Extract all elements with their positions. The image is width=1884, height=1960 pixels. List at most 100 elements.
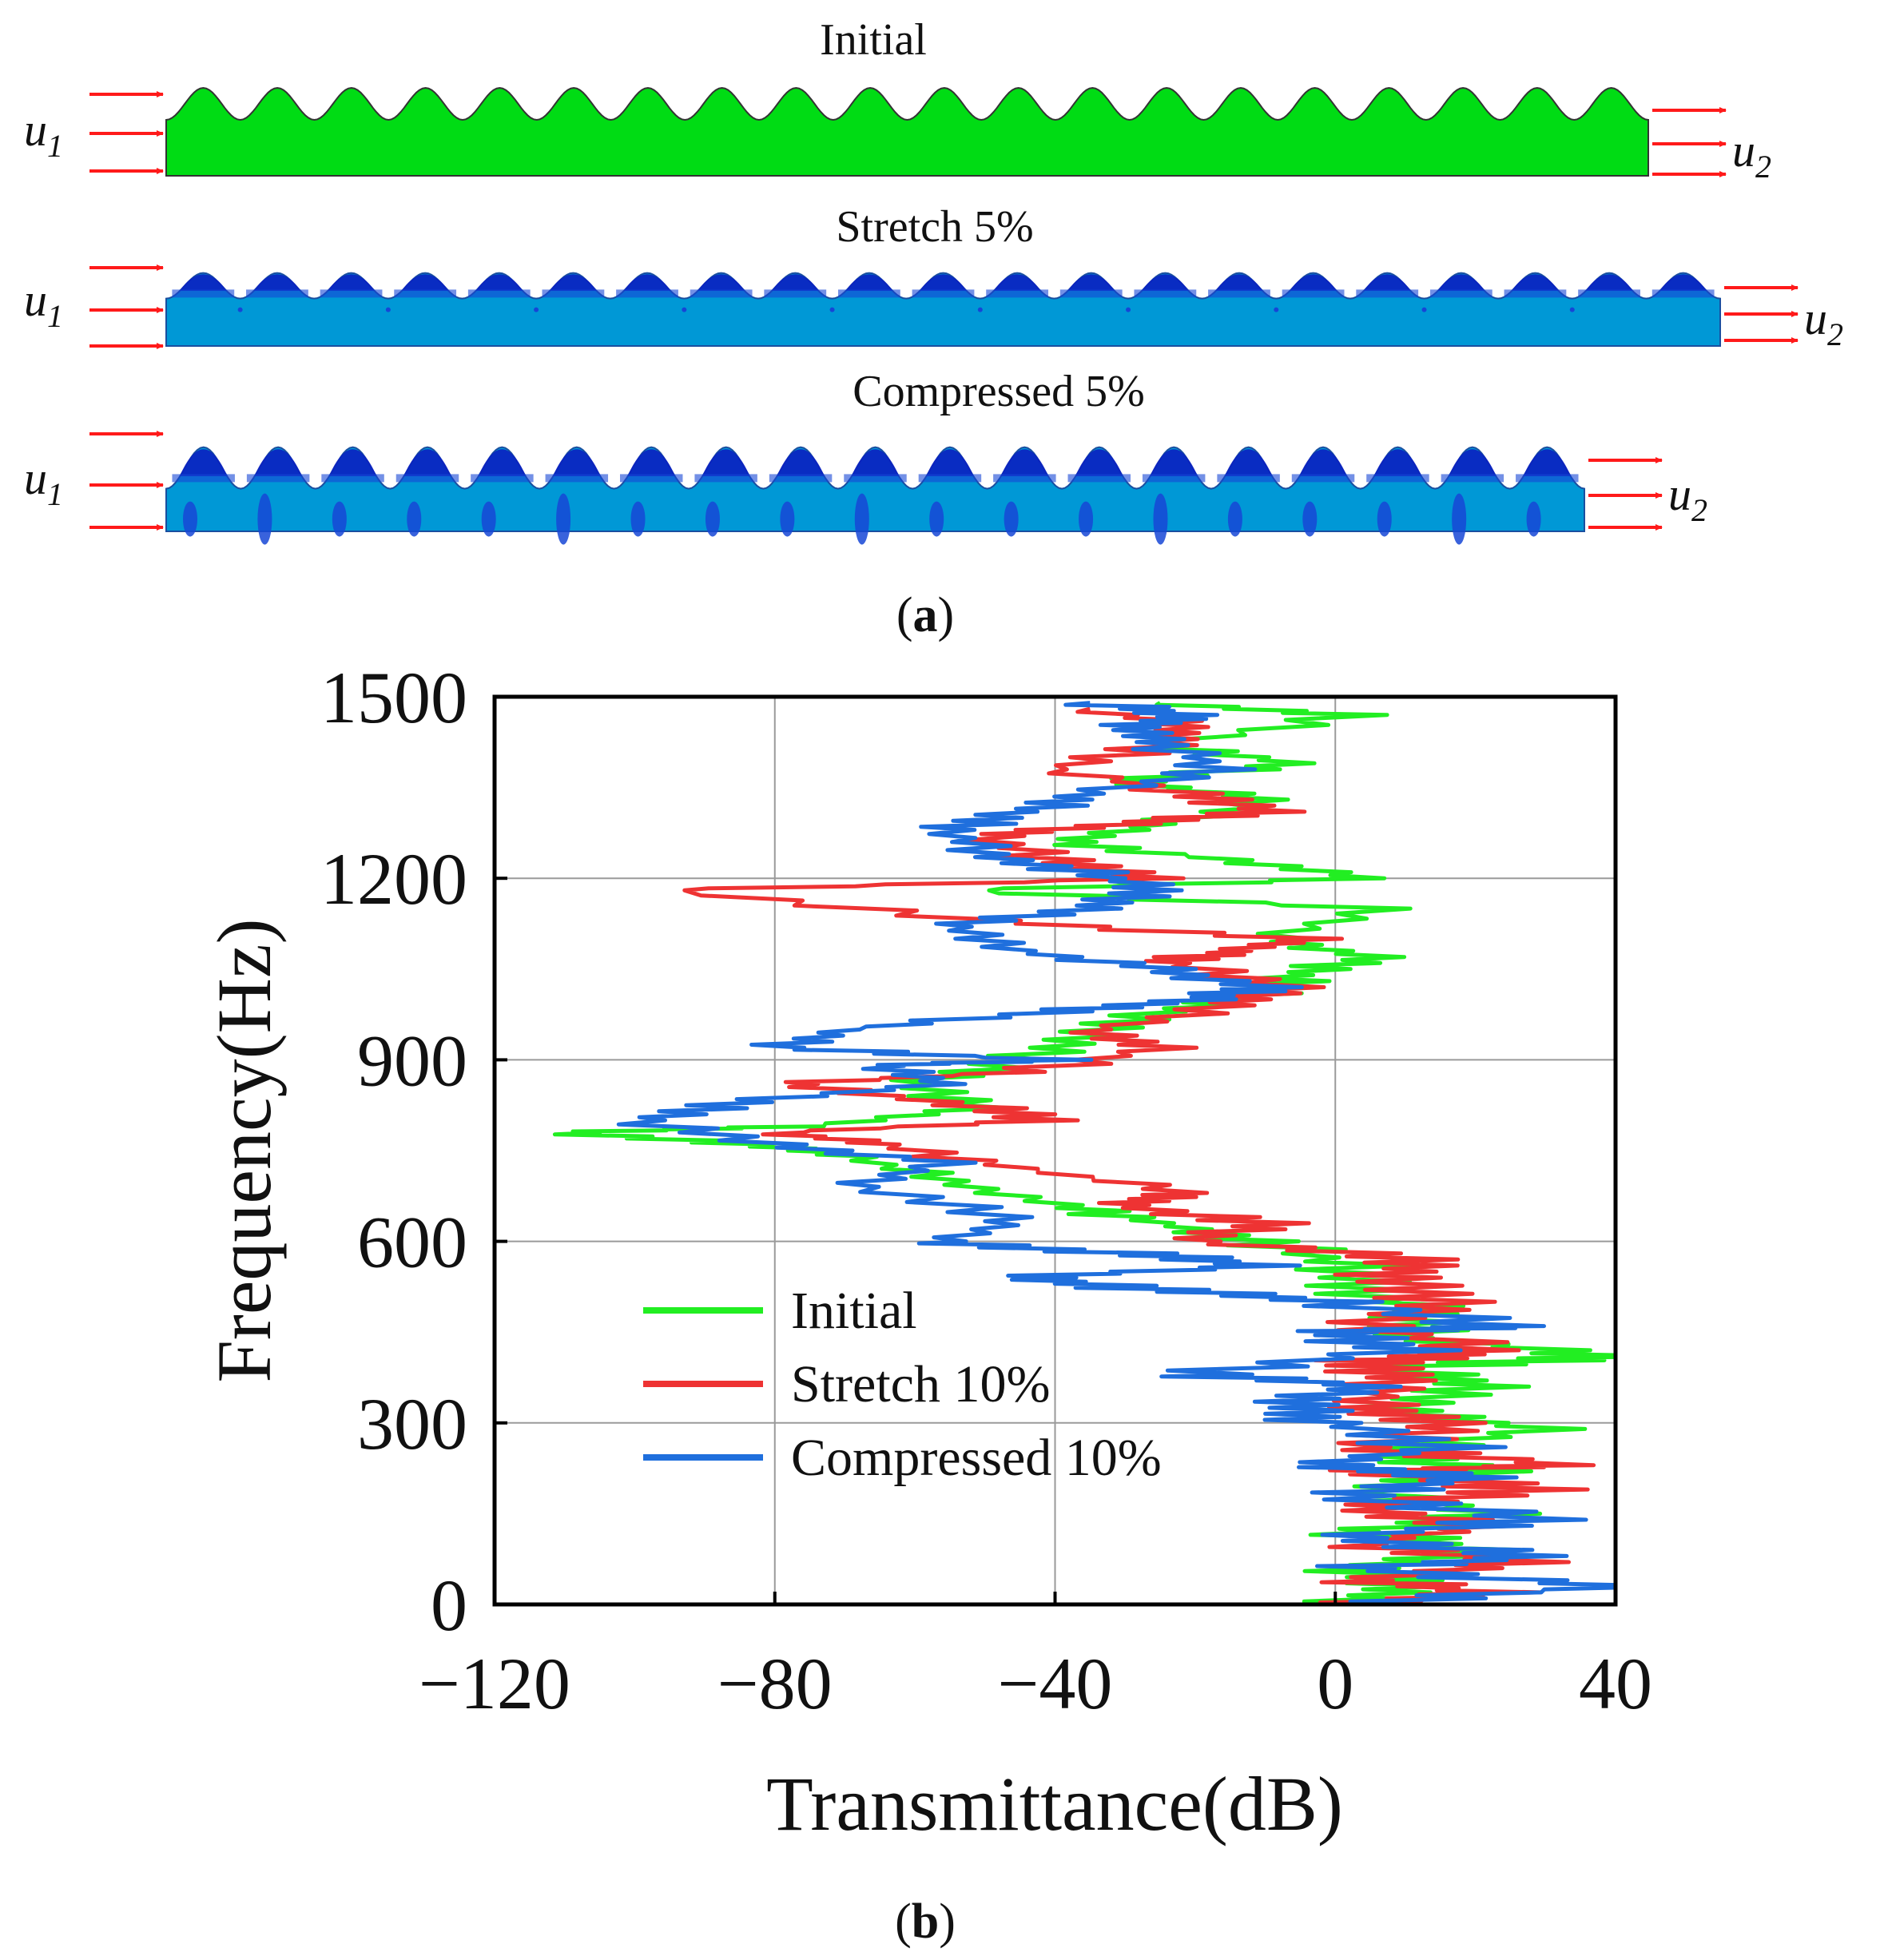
stress-dot — [237, 307, 243, 312]
stress-band — [172, 289, 235, 298]
y-tick-label: 1500 — [320, 657, 467, 738]
stress-spot — [1526, 501, 1541, 537]
beam-row-compressed: Compressed 5% u1 u2 — [24, 367, 1707, 545]
stress-spot — [407, 501, 422, 537]
y-tick-label: 1200 — [320, 838, 467, 920]
stress-cap — [845, 274, 893, 291]
stress-cap — [627, 449, 676, 476]
y-tick-label: 0 — [431, 1564, 467, 1646]
stress-spot — [1452, 493, 1467, 545]
stress-band — [918, 474, 982, 483]
output-arrows-initial — [1652, 107, 1727, 177]
stress-band — [467, 289, 531, 298]
x-tick-label: 0 — [1317, 1643, 1353, 1724]
stress-band — [320, 289, 383, 298]
stress-dot — [1274, 307, 1279, 312]
stress-cap — [851, 449, 900, 476]
stress-spot — [854, 493, 869, 545]
stress-spot — [556, 493, 571, 545]
chart-legend: Initial Stretch 10% Compressed 10% — [643, 1282, 1162, 1487]
stress-cap — [1150, 449, 1198, 476]
stress-band — [616, 289, 678, 298]
stress-cap — [401, 274, 449, 291]
legend-label: Stretch 10% — [791, 1355, 1050, 1413]
stress-dot — [385, 307, 391, 312]
stress-cap — [1659, 274, 1707, 291]
stress-spot — [183, 501, 197, 537]
stress-dot — [534, 307, 539, 312]
beam-row-stretch: Stretch 5% u1 u2 — [24, 202, 1843, 352]
stress-spot — [630, 501, 646, 537]
stress-cap — [993, 274, 1041, 291]
beam-initial-body — [165, 86, 1649, 177]
series-line-compressed-10- — [616, 701, 1616, 1604]
stress-cap — [1289, 274, 1337, 291]
stress-spot — [705, 501, 720, 537]
panel-b-label: (b) — [895, 1894, 956, 1949]
stress-cap — [919, 274, 968, 291]
stress-spot — [257, 493, 272, 545]
stress-band — [1651, 289, 1715, 298]
output-label-stretch: u2 — [1804, 292, 1843, 352]
stress-cap — [253, 274, 301, 291]
stress-band — [620, 474, 683, 483]
stress-band — [1217, 474, 1280, 483]
stress-cap — [777, 449, 825, 476]
y-tick-label: 600 — [357, 1202, 467, 1283]
stress-cap — [1511, 274, 1560, 291]
stress-band — [545, 474, 609, 483]
stress-spot — [332, 501, 347, 537]
chart-series — [552, 701, 1616, 1604]
stress-cap — [475, 274, 523, 291]
stress-dot — [682, 307, 687, 312]
stress-cap — [327, 274, 376, 291]
y-axis-label: Frequency(Hz) — [201, 918, 287, 1382]
stress-dot — [977, 307, 983, 312]
row-title-initial: Initial — [820, 15, 927, 65]
stress-cap — [1585, 274, 1633, 291]
stress-cap — [1000, 449, 1049, 476]
x-tick-label: −40 — [998, 1643, 1113, 1724]
stress-cap — [254, 449, 303, 476]
stress-cap — [1523, 449, 1572, 476]
stress-band — [1134, 289, 1197, 298]
input-label-stretch: u1 — [24, 274, 63, 334]
stress-band — [1067, 474, 1131, 483]
legend-label: Initial — [791, 1282, 917, 1340]
stress-band — [1441, 474, 1504, 483]
stress-band — [1142, 474, 1206, 483]
x-axis-label: Transmittance(dB) — [766, 1761, 1343, 1847]
y-axis-ticks: 0 300 600 900 1200 1500 — [320, 657, 507, 1646]
row-title-stretch: Stretch 5% — [836, 202, 1033, 252]
output-label-compressed: u2 — [1668, 468, 1707, 528]
stress-band — [1504, 289, 1567, 298]
stress-spot — [780, 501, 795, 537]
stress-cap — [1141, 274, 1189, 291]
stress-cap — [1363, 274, 1411, 291]
stress-band — [1059, 289, 1123, 298]
panel-a-label: (a) — [896, 588, 954, 642]
stress-spot — [1227, 501, 1242, 537]
stress-cap — [1215, 274, 1263, 291]
stress-band — [471, 474, 534, 483]
output-arrows-stretch — [1724, 284, 1799, 344]
stress-band — [1429, 289, 1492, 298]
stress-band — [321, 474, 384, 483]
stress-band — [993, 474, 1056, 483]
stress-cap — [1373, 449, 1422, 476]
stress-cap — [623, 274, 671, 291]
stress-band — [542, 289, 605, 298]
stress-cap — [1448, 449, 1496, 476]
stress-band — [1578, 289, 1640, 298]
input-label-compressed: u1 — [24, 452, 63, 512]
y-tick-label: 300 — [357, 1383, 467, 1465]
input-label-initial: u1 — [24, 104, 63, 164]
stress-band — [690, 289, 753, 298]
stress-band — [172, 474, 235, 483]
stress-spot — [1004, 501, 1019, 537]
stress-cap — [926, 449, 974, 476]
panel-a-schematics: Initial u1 u2 Stretch 5% u1 u2 Compresse… — [24, 15, 1843, 642]
stress-cap — [478, 449, 527, 476]
stress-dot — [1421, 307, 1427, 312]
input-arrows-stretch — [89, 264, 164, 349]
